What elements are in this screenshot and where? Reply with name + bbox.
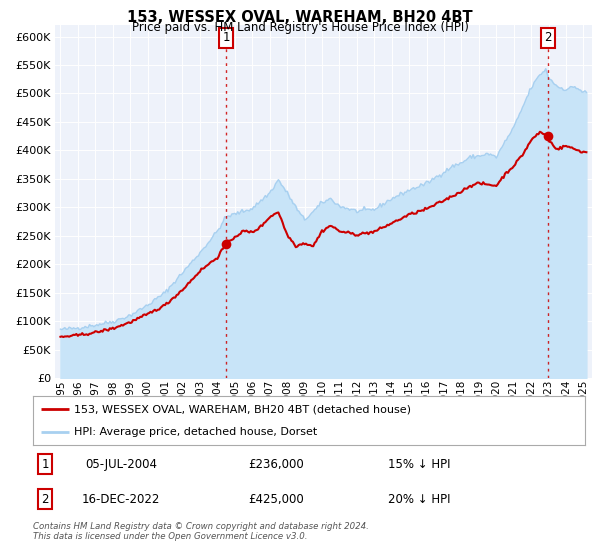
Text: 1: 1 xyxy=(223,31,230,44)
Text: 16-DEC-2022: 16-DEC-2022 xyxy=(82,493,161,506)
Text: 2: 2 xyxy=(41,493,49,506)
Text: HPI: Average price, detached house, Dorset: HPI: Average price, detached house, Dors… xyxy=(74,427,317,437)
Text: £236,000: £236,000 xyxy=(248,458,304,470)
Text: 15% ↓ HPI: 15% ↓ HPI xyxy=(388,458,451,470)
Text: 2: 2 xyxy=(544,31,551,44)
Text: Price paid vs. HM Land Registry's House Price Index (HPI): Price paid vs. HM Land Registry's House … xyxy=(131,21,469,34)
Text: £425,000: £425,000 xyxy=(248,493,304,506)
Text: 153, WESSEX OVAL, WAREHAM, BH20 4BT (detached house): 153, WESSEX OVAL, WAREHAM, BH20 4BT (det… xyxy=(74,404,412,414)
Text: 153, WESSEX OVAL, WAREHAM, BH20 4BT: 153, WESSEX OVAL, WAREHAM, BH20 4BT xyxy=(127,10,473,25)
Text: 1: 1 xyxy=(41,458,49,470)
Text: Contains HM Land Registry data © Crown copyright and database right 2024.
This d: Contains HM Land Registry data © Crown c… xyxy=(33,522,369,542)
Text: 05-JUL-2004: 05-JUL-2004 xyxy=(85,458,157,470)
Text: 20% ↓ HPI: 20% ↓ HPI xyxy=(388,493,451,506)
